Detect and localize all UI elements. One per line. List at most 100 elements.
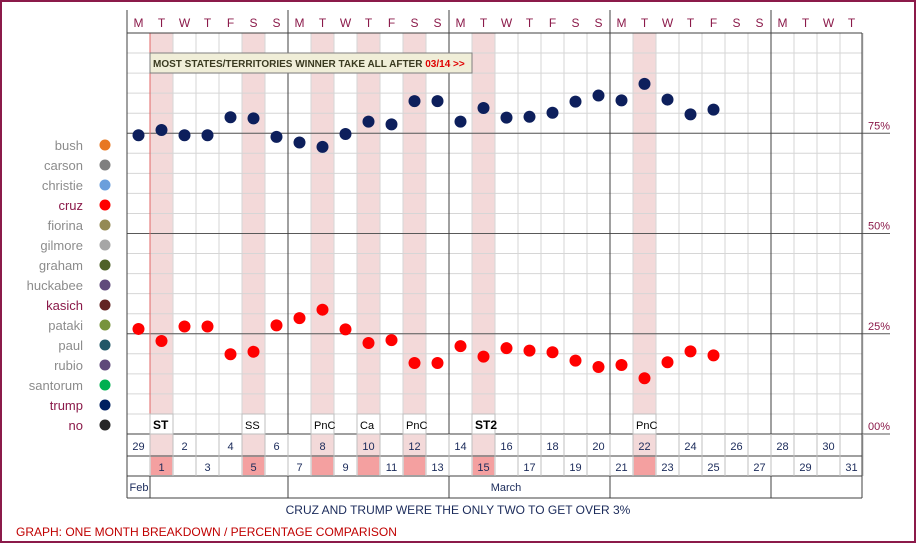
cruz-point xyxy=(454,340,467,353)
date-top: 10 xyxy=(362,441,374,453)
trump-point xyxy=(362,115,375,128)
annotation-box xyxy=(149,52,473,74)
weekday-label: W xyxy=(340,16,352,30)
highlighted-date-cell xyxy=(151,457,172,475)
cruz-point xyxy=(638,372,651,385)
trump-point xyxy=(339,128,352,141)
event-label: ST2 xyxy=(475,418,497,432)
trump-point xyxy=(615,94,628,107)
date-top: 12 xyxy=(408,441,420,453)
weekday-label: T xyxy=(848,16,856,30)
trump-point xyxy=(707,103,720,116)
trump-point xyxy=(316,140,329,153)
weekday-label: F xyxy=(549,16,556,30)
date-top: 6 xyxy=(273,441,279,453)
weekday-label: W xyxy=(662,16,674,30)
date-bottom: 17 xyxy=(523,462,535,474)
cruz-point xyxy=(178,320,191,333)
y-tick-label: 00% xyxy=(868,421,890,433)
weekday-label: T xyxy=(158,16,166,30)
trump-point xyxy=(477,101,490,114)
trump-point xyxy=(454,115,467,128)
month-label-march: March xyxy=(491,482,522,494)
weekday-label: T xyxy=(687,16,695,30)
weekday-label: M xyxy=(134,16,144,30)
weekday-label: S xyxy=(410,16,418,30)
legend-label-no: no xyxy=(69,418,83,433)
legend-label-kasich: kasich xyxy=(46,298,83,313)
date-top: 30 xyxy=(822,441,834,453)
weekday-label: M xyxy=(295,16,305,30)
trump-point xyxy=(247,112,260,125)
date-bottom: 1 xyxy=(158,462,164,474)
trump-point xyxy=(546,106,559,119)
date-top: 22 xyxy=(638,441,650,453)
trump-point xyxy=(523,110,536,123)
highlighted-date-cell xyxy=(358,457,379,475)
event-label: ST xyxy=(153,418,169,432)
weekday-label: T xyxy=(204,16,212,30)
legend-label-fiorina: fiorina xyxy=(48,218,84,233)
legend-marker-kasich xyxy=(99,299,111,311)
legend-label-rubio: rubio xyxy=(54,358,83,373)
event-box xyxy=(632,413,657,435)
month-label-feb: Feb xyxy=(130,482,149,494)
legend-label-paul: paul xyxy=(58,338,83,353)
trump-point xyxy=(569,95,582,108)
chart-caption: CRUZ AND TRUMP WERE THE ONLY TWO TO GET … xyxy=(285,503,631,517)
legend-label-gilmore: gilmore xyxy=(40,238,83,253)
weekday-label: S xyxy=(249,16,257,30)
weekday-label: M xyxy=(456,16,466,30)
date-top: 26 xyxy=(730,441,742,453)
cruz-point xyxy=(477,350,490,363)
weekday-label: S xyxy=(571,16,579,30)
weekday-label: M xyxy=(778,16,788,30)
trump-point xyxy=(661,93,674,106)
weekday-label: F xyxy=(710,16,717,30)
weekday-label: T xyxy=(526,16,534,30)
legend-marker-no xyxy=(99,419,111,431)
cruz-point xyxy=(270,319,283,332)
legend-marker-trump xyxy=(99,399,111,411)
event-label: PnC xyxy=(314,420,335,432)
date-top: 20 xyxy=(592,441,604,453)
trump-point xyxy=(500,111,513,124)
date-bottom: 3 xyxy=(204,462,210,474)
legend-marker-rubio xyxy=(99,359,111,371)
legend-label-trump: trump xyxy=(50,398,83,413)
highlighted-date-cell xyxy=(404,457,425,475)
trump-point xyxy=(293,136,306,149)
weekday-label: W xyxy=(823,16,835,30)
cruz-point xyxy=(293,312,306,325)
weekday-label: T xyxy=(480,16,488,30)
cruz-point xyxy=(661,356,674,369)
legend-label-santorum: santorum xyxy=(29,378,83,393)
legend-marker-christie xyxy=(99,179,111,191)
legend-marker-cruz xyxy=(99,199,111,211)
cruz-point xyxy=(500,342,513,355)
cruz-point xyxy=(385,334,398,347)
date-top: 14 xyxy=(454,441,466,453)
legend-marker-gilmore xyxy=(99,239,111,251)
date-top: 29 xyxy=(132,441,144,453)
cruz-point xyxy=(224,348,237,361)
cruz-point xyxy=(316,303,329,316)
date-top: 4 xyxy=(227,441,233,453)
event-box xyxy=(149,413,174,435)
event-label: Ca xyxy=(360,420,375,432)
cruz-point xyxy=(339,323,352,336)
date-top: 8 xyxy=(319,441,325,453)
legend-label-pataki: pataki xyxy=(48,318,83,333)
highlighted-date-cell xyxy=(473,457,494,475)
weekday-label: F xyxy=(388,16,395,30)
event-box xyxy=(356,413,381,435)
cruz-point xyxy=(707,349,720,362)
date-bottom: 25 xyxy=(707,462,719,474)
cruz-point xyxy=(615,359,628,372)
weekday-label: T xyxy=(319,16,327,30)
cruz-point xyxy=(523,344,536,357)
date-top: 18 xyxy=(546,441,558,453)
highlighted-date-cell xyxy=(312,457,333,475)
trump-point xyxy=(155,124,168,137)
